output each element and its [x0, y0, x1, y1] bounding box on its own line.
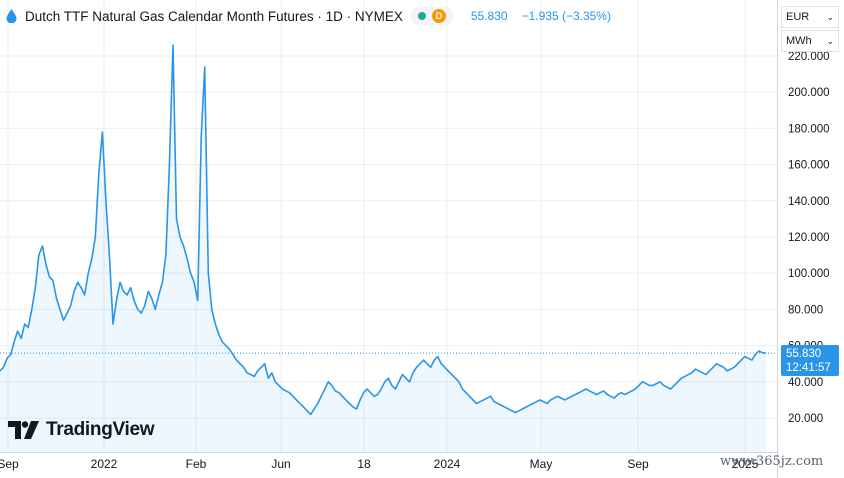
- unit-select[interactable]: MWh ⌄: [781, 30, 839, 52]
- last-price: 55.830: [470, 9, 508, 23]
- y-tick-label: 180.000: [788, 123, 830, 135]
- gas-drop-icon: [6, 9, 17, 23]
- currency-value: EUR: [786, 11, 810, 23]
- x-tick-label: 2024: [434, 457, 461, 471]
- watermark-text: www.365jz.com: [720, 454, 824, 469]
- market-status-badge[interactable]: D: [410, 7, 453, 25]
- currency-select[interactable]: EUR ⌄: [781, 6, 839, 28]
- tradingview-logo-icon: [8, 421, 39, 439]
- y-axis[interactable]: 20.00040.00060.00080.000100.000120.00014…: [788, 51, 830, 425]
- x-tick-label: 2022: [91, 457, 118, 471]
- y-tick-label: 100.000: [788, 268, 830, 280]
- y-tick-label: 220.000: [788, 51, 830, 63]
- x-tick-label: Feb: [186, 457, 207, 471]
- x-tick-label: 2025: [732, 457, 759, 471]
- chevron-down-icon: ⌄: [826, 35, 834, 46]
- x-tick-label: Sep: [0, 457, 19, 471]
- y-tick-label: 20.000: [788, 413, 823, 425]
- tradingview-logo[interactable]: TradingView: [8, 419, 155, 441]
- price-area-fill: [0, 45, 766, 452]
- unit-value: MWh: [786, 35, 812, 47]
- logo-text: TradingView: [46, 419, 155, 440]
- y-tick-label: 80.000: [788, 304, 823, 316]
- grid: [0, 0, 777, 452]
- y-tick-label: 140.000: [788, 196, 830, 208]
- y-tick-label: 40.000: [788, 377, 823, 389]
- x-tick-label: May: [530, 457, 553, 471]
- x-tick-label: Jun: [271, 457, 290, 471]
- y-tick-label: 200.000: [788, 87, 830, 99]
- delayed-data-icon: D: [431, 9, 446, 23]
- y-tick-label: 120.000: [788, 232, 830, 244]
- price-line: [0, 44, 767, 416]
- market-open-dot-icon: [417, 12, 426, 20]
- symbol-title[interactable]: Dutch TTF Natural Gas Calendar Month Fut…: [25, 8, 403, 24]
- last-price-time: 12:41:57: [786, 362, 831, 374]
- x-tick-label: Sep: [627, 457, 649, 471]
- y-tick-label: 160.000: [788, 160, 830, 172]
- last-price-value: 55.830: [786, 348, 822, 360]
- x-axis[interactable]: Sep 2022 Feb Jun 18 2024 May Sep 2025: [0, 457, 759, 471]
- chart-header: Dutch TTF Natural Gas Calendar Month Fut…: [6, 6, 611, 26]
- chevron-down-icon: ⌄: [826, 11, 834, 22]
- price-change: −1.935 (−3.35%): [521, 9, 611, 23]
- last-price-label: 55.830 12:41:57: [781, 345, 839, 376]
- x-tick-label: 18: [357, 457, 371, 471]
